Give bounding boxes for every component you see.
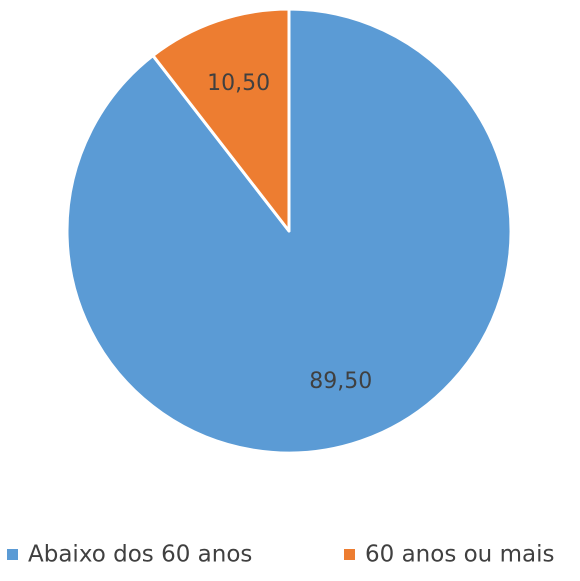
pie-slice	[151, 7, 291, 233]
data-label: 89,50	[309, 369, 372, 394]
legend-label: 60 anos ou mais	[365, 542, 554, 568]
data-label: 10,50	[207, 71, 270, 96]
legend-label: Abaixo dos 60 anos	[28, 542, 252, 568]
legend-swatch	[344, 549, 355, 560]
legend-swatch	[7, 549, 18, 560]
